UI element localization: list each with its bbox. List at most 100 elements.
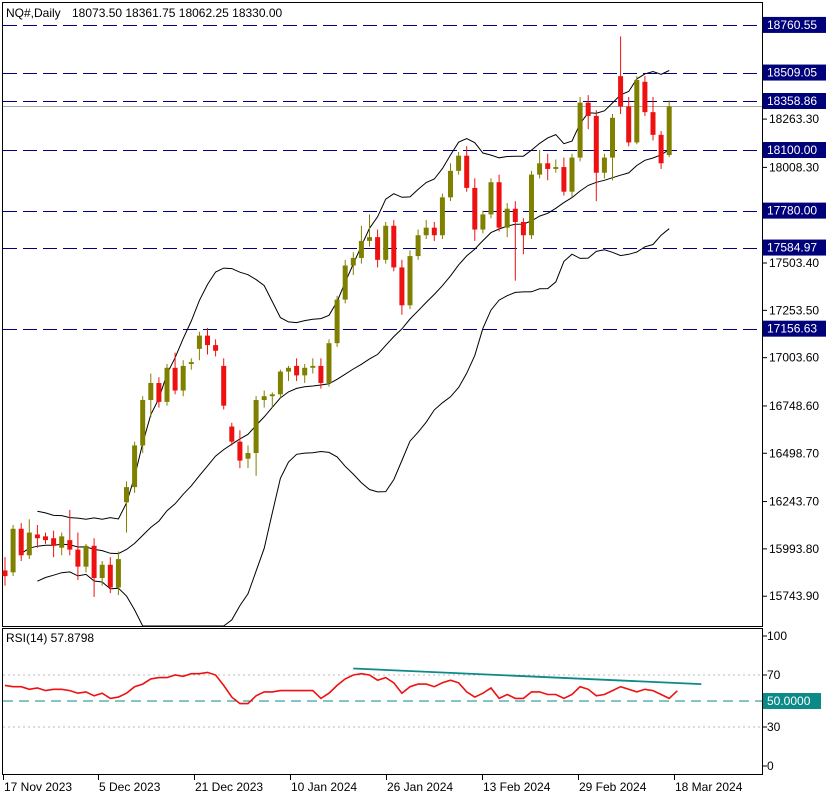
axis-layer: 18263.30 18008.30 17503.40 17253.50 17003.60… <box>3 16 826 794</box>
candle-body <box>269 394 275 397</box>
candle-body <box>367 237 372 241</box>
candle-body <box>448 170 453 198</box>
candle <box>601 153 607 179</box>
candle <box>269 392 275 408</box>
time-tick-label: 10 Jan 2024 <box>291 780 357 794</box>
candle-body <box>229 426 235 442</box>
candle-body <box>261 396 267 400</box>
candle-body <box>342 265 348 300</box>
price-tick-label: 15993.80 <box>769 542 819 556</box>
level-badge-label: 18509.05 <box>767 66 817 80</box>
rsi-value-badge-label: 50.0000 <box>767 694 811 708</box>
candle-body <box>472 187 478 230</box>
candle-body <box>545 163 551 169</box>
candle <box>642 76 648 116</box>
candle <box>172 352 178 395</box>
candle <box>205 328 210 355</box>
level-badge <box>763 92 826 109</box>
candle <box>261 390 267 408</box>
candle <box>75 532 81 580</box>
candle <box>634 76 640 145</box>
candle <box>91 538 97 597</box>
level-badge <box>763 64 826 81</box>
candle <box>253 396 259 476</box>
candle-body <box>172 367 178 391</box>
candle-body <box>464 155 470 188</box>
candle <box>2 557 8 586</box>
candle <box>520 218 526 255</box>
candle-body <box>375 237 381 260</box>
candle <box>358 225 364 264</box>
candle-body <box>520 221 526 236</box>
candle <box>545 153 551 181</box>
candle <box>188 358 194 370</box>
candle <box>375 229 381 268</box>
candle <box>83 543 89 573</box>
candle <box>326 339 332 387</box>
candle-body <box>666 106 672 156</box>
rsi-tick-label: 70 <box>767 668 781 682</box>
rsi-value-badge <box>763 693 821 709</box>
candle <box>115 551 121 596</box>
candle <box>43 532 48 544</box>
price-tick-label: 15743.90 <box>769 589 819 603</box>
candle <box>132 441 138 493</box>
candle-body <box>164 367 170 402</box>
level-badge-label: 17156.63 <box>767 322 817 336</box>
candle <box>140 396 146 454</box>
candle <box>650 96 656 141</box>
price-tick-label: 16498.70 <box>769 446 819 460</box>
level-badge <box>763 320 826 337</box>
candle <box>245 445 251 469</box>
rsi-tick-label: 30 <box>767 720 781 734</box>
candle <box>553 159 559 173</box>
candle <box>318 358 324 389</box>
candle-body <box>504 208 510 228</box>
candle <box>448 163 453 202</box>
candle-body <box>480 214 486 230</box>
candle <box>277 369 283 399</box>
candle-body <box>431 227 437 236</box>
candle <box>124 481 129 533</box>
candle-body <box>34 534 40 539</box>
bollinger-lower-band <box>37 228 670 627</box>
candle-body <box>358 240 364 258</box>
candle-body <box>658 134 664 164</box>
candle <box>415 229 421 260</box>
candle-body <box>132 445 138 488</box>
candle <box>610 114 615 181</box>
candle <box>10 524 16 577</box>
time-tick-label: 17 Nov 2023 <box>4 780 72 794</box>
candle <box>626 96 632 147</box>
candle <box>569 153 575 198</box>
rsi-pane-frame <box>2 628 763 775</box>
time-tick-label: 29 Feb 2024 <box>579 780 647 794</box>
candle-body <box>107 564 113 588</box>
candle <box>148 373 154 418</box>
candle-body <box>196 335 202 349</box>
candle <box>107 557 113 594</box>
candle <box>423 220 429 240</box>
candle <box>156 377 162 408</box>
candle-body <box>407 256 413 306</box>
candle <box>221 358 227 410</box>
candle-body <box>75 549 81 567</box>
candle <box>310 358 316 374</box>
candle-body <box>318 365 324 383</box>
price-pane-frame <box>2 2 763 627</box>
candle <box>367 214 372 247</box>
level-badge <box>763 16 826 33</box>
candle-body <box>610 117 615 158</box>
candle <box>512 201 518 281</box>
candle-body <box>456 155 462 171</box>
candle-body <box>391 225 397 268</box>
level-badge-label: 18760.55 <box>767 18 817 32</box>
candle-body <box>18 528 24 556</box>
level-badge-label: 17780.00 <box>767 204 817 218</box>
candle <box>237 430 243 469</box>
candle-body <box>213 345 219 351</box>
candle-body <box>91 545 97 579</box>
candle <box>658 131 664 169</box>
price-tick-label: 17503.40 <box>769 256 819 270</box>
time-tick-label: 13 Feb 2024 <box>483 780 551 794</box>
